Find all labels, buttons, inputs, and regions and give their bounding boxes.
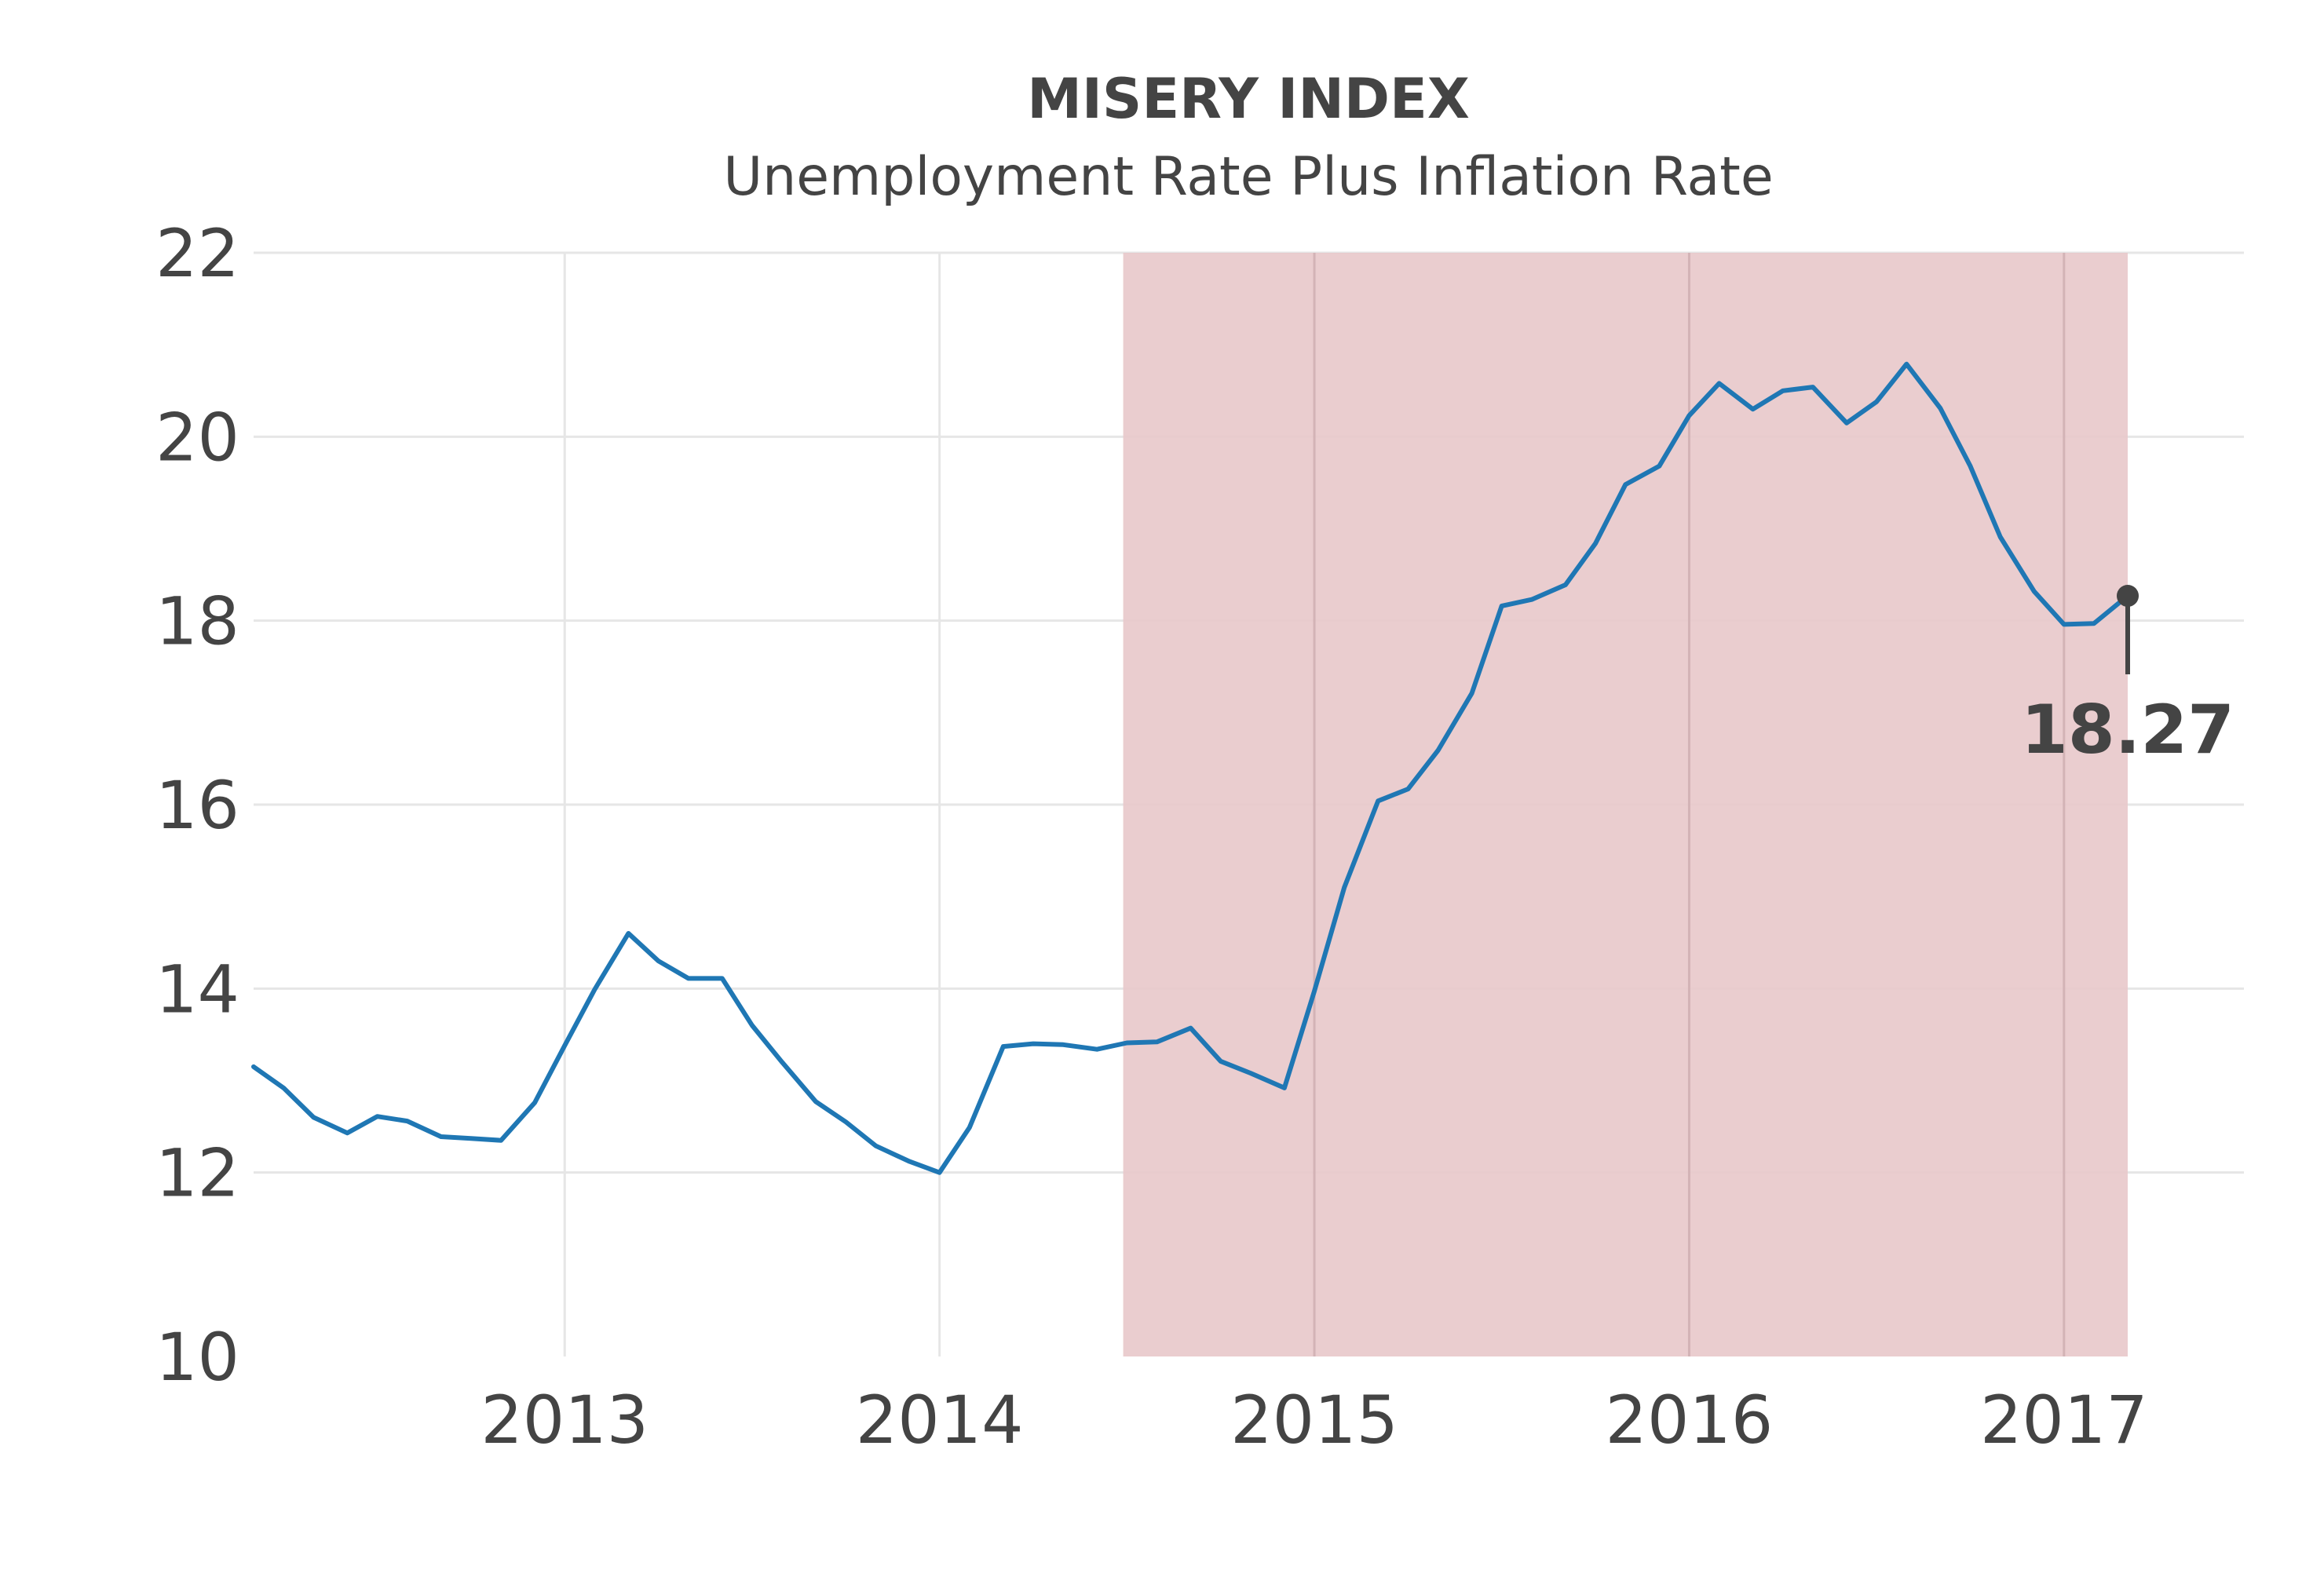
x-tick-label: 2014 [856,1382,1024,1459]
chart-title: MISERY INDEX [1027,67,1470,131]
x-tick-label: 2017 [1980,1382,2148,1459]
y-tick-label: 20 [155,399,239,476]
annotation-marker [2117,585,2139,608]
y-tick-label: 16 [155,767,239,844]
series-line [251,361,2130,1175]
x-tick-label: 2016 [1606,1382,1774,1459]
y-tick-label: 18 [155,583,239,660]
plot-area: 10 12 14 16 18 20 22 2013 2014 2015 2016 2017 18.27 [155,215,2244,1459]
y-tick-label: 12 [155,1135,239,1212]
y-tick-label: 22 [155,215,239,292]
y-tick-label: 10 [155,1319,239,1396]
x-tick-label: 2013 [481,1382,649,1459]
chart-subtitle: Unemployment Rate Plus Inflation Rate [723,146,1773,208]
x-tick-label: 2015 [1230,1382,1398,1459]
annotation-label: 18.27 [2021,691,2234,769]
shaded-region [1123,253,2129,1356]
y-tick-label: 14 [155,951,239,1028]
